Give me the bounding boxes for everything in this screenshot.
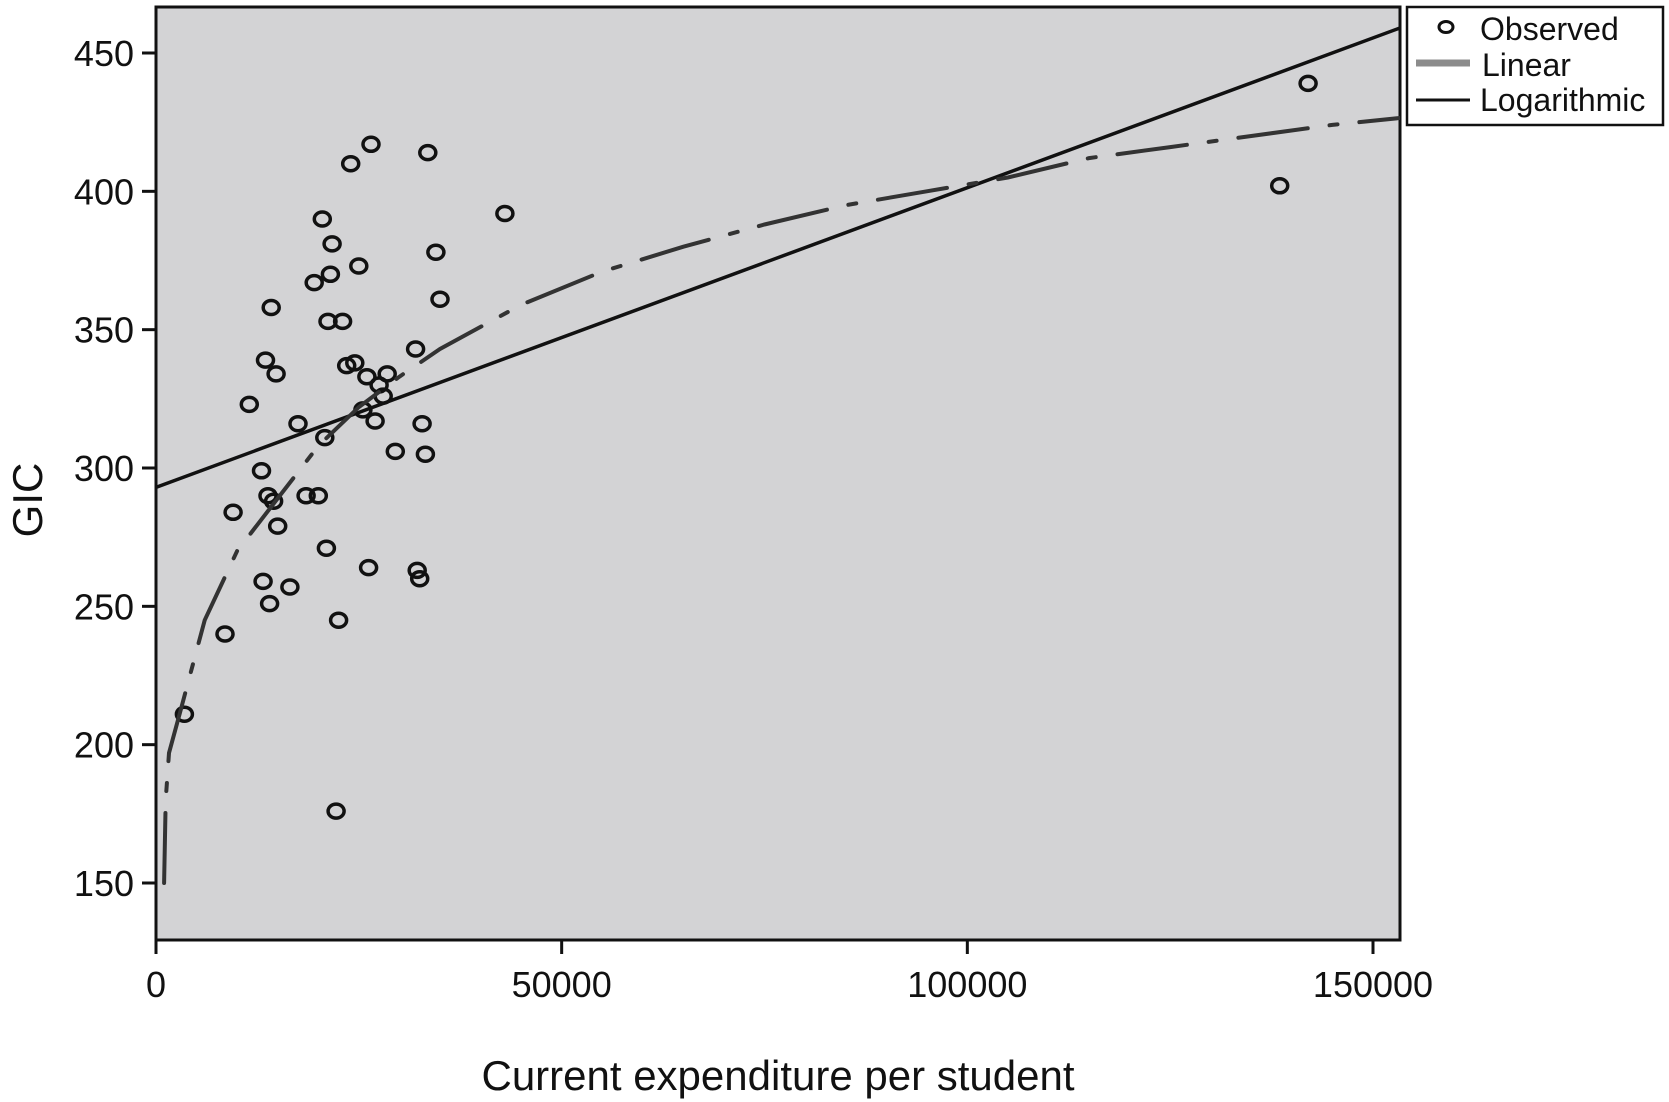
observed-point — [377, 365, 397, 383]
y-tick-label: 350 — [74, 310, 134, 351]
observed-point — [365, 412, 385, 430]
y-tick-label: 200 — [74, 725, 134, 766]
observed-point — [409, 569, 430, 588]
observed-point — [361, 135, 381, 154]
x-tick-label: 150000 — [1313, 964, 1433, 1005]
x-axis-title: Current expenditure per student — [481, 1052, 1074, 1099]
observed-point — [280, 578, 300, 596]
observed-point — [304, 273, 324, 292]
legend-logarithmic-label: Logarithmic — [1480, 82, 1645, 118]
observed-point — [266, 365, 286, 383]
observed-point — [426, 243, 446, 261]
logarithmic-fit-line — [162, 115, 1400, 885]
observed-point — [320, 265, 341, 284]
observed-point — [288, 414, 308, 433]
observed-point — [495, 204, 515, 223]
observed-point — [412, 414, 432, 433]
y-tick-label: 250 — [74, 586, 134, 627]
x-tick-label: 100000 — [907, 964, 1027, 1005]
observed-point — [263, 492, 284, 510]
y-axis: 150 200 250 300 350 400 450 — [74, 33, 156, 904]
observed-point — [340, 154, 361, 173]
observed-point — [405, 340, 426, 358]
observed-point — [251, 462, 272, 480]
observed-point — [407, 561, 427, 580]
x-axis: 0 50000 100000 150000 — [146, 940, 1433, 1005]
observed-point — [239, 395, 260, 414]
observed-point — [349, 257, 369, 275]
legend-linear-label: Linear — [1482, 47, 1571, 83]
observed-point — [215, 625, 235, 643]
observed-point — [358, 558, 379, 577]
observed-point — [174, 705, 195, 723]
y-tick-label: 150 — [74, 863, 134, 904]
observed-point — [326, 802, 346, 820]
observed-point — [418, 143, 438, 162]
observed-point — [1269, 177, 1290, 195]
observed-point — [315, 428, 335, 447]
observed-point — [255, 351, 276, 369]
observed-point — [296, 486, 316, 505]
observed-point — [345, 354, 365, 372]
observed-point — [312, 210, 333, 228]
observed-point — [308, 486, 329, 505]
y-axis-title: GIC — [4, 463, 51, 538]
observed-point — [357, 367, 377, 386]
observed-point — [430, 290, 450, 308]
observed-point — [316, 539, 337, 557]
x-tick-label: 0 — [146, 964, 166, 1005]
legend-observed-marker — [1437, 20, 1455, 34]
y-tick-label: 400 — [74, 171, 134, 212]
y-tick-label: 300 — [74, 448, 134, 489]
observed-point — [259, 594, 280, 613]
linear-fit-line — [156, 26, 1400, 490]
legend-observed-label: Observed — [1480, 11, 1619, 47]
x-tick-label: 50000 — [512, 964, 612, 1005]
observed-point — [253, 572, 273, 591]
y-tick-label: 450 — [74, 33, 134, 74]
observed-point — [261, 298, 281, 317]
legend: Observed Linear Logarithmic — [1405, 5, 1665, 127]
observed-point — [415, 445, 436, 463]
observed-point — [322, 235, 342, 253]
observed-point — [267, 517, 288, 535]
observed-point — [332, 312, 353, 331]
plot-area — [154, 5, 1402, 942]
observed-point — [385, 442, 406, 461]
observed-point — [328, 611, 349, 629]
observed-point — [1298, 74, 1318, 93]
observed-point — [223, 503, 243, 522]
series-layer — [156, 26, 1400, 885]
